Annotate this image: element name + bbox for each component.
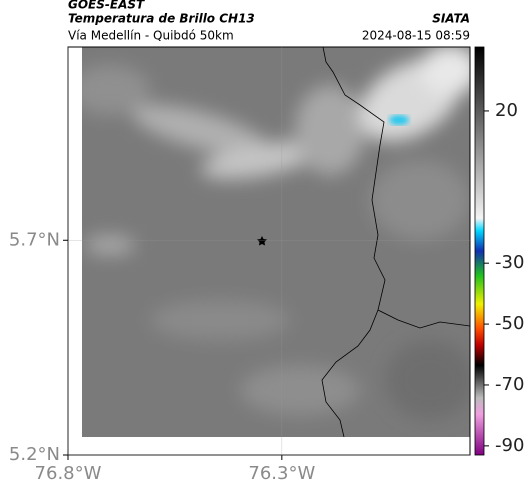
source: SIATA: [432, 12, 470, 26]
colorbar-label: 20: [495, 100, 518, 121]
x-tick-label: 76.3°W: [248, 463, 315, 484]
colorbar-label: -90: [495, 435, 524, 456]
y-tick-label: 5.7°N: [9, 229, 60, 250]
subtitle: Vía Medellín - Quibdó 50km: [68, 29, 234, 43]
date: 2024-08-15 08:59: [362, 29, 470, 43]
colorbar-label: -70: [495, 374, 524, 395]
title: Temperatura de Brillo CH13: [68, 12, 255, 26]
colorbar-label: -30: [495, 252, 524, 273]
y-tick-label: 5.2°N: [9, 444, 60, 465]
agency: GOES-EAST: [68, 0, 145, 12]
satellite-image: [82, 47, 470, 437]
colorbar-label: -50: [495, 313, 524, 334]
colorbar: [474, 46, 485, 456]
x-tick-label: 76.8°W: [35, 463, 102, 484]
